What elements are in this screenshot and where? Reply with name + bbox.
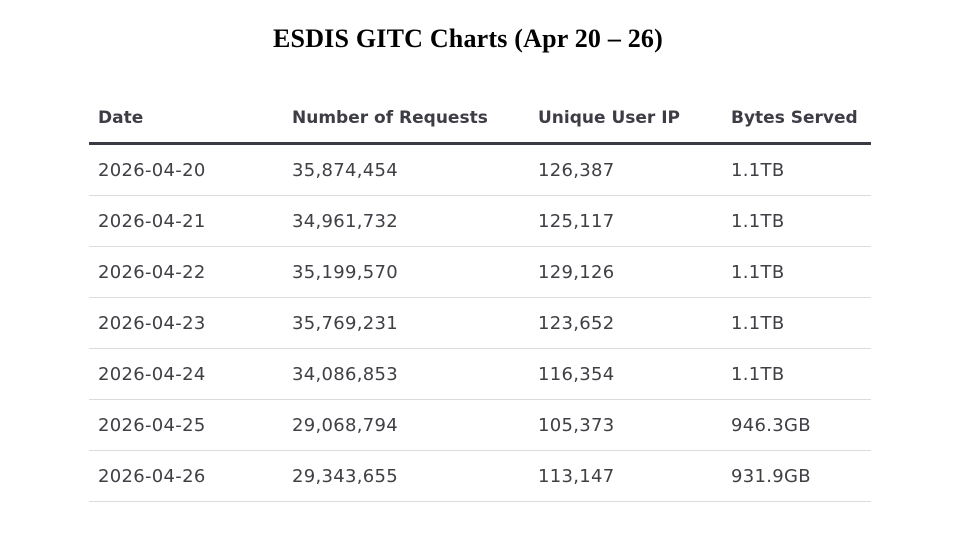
cell-date: 2026-04-20: [89, 143, 283, 196]
column-header-date: Date: [89, 94, 283, 145]
cell-requests: 34,086,853: [283, 348, 529, 400]
table-row: 2026-04-25 29,068,794 105,373 946.3GB: [89, 399, 871, 451]
cell-date: 2026-04-21: [89, 195, 283, 247]
cell-unique-ip: 125,117: [529, 195, 722, 247]
stats-table-container: Date Number of Requests Unique User IP B…: [89, 94, 871, 502]
cell-date: 2026-04-23: [89, 297, 283, 349]
table-row: 2026-04-23 35,769,231 123,652 1.1TB: [89, 297, 871, 349]
column-header-bytes: Bytes Served: [722, 94, 871, 145]
table-row: 2026-04-22 35,199,570 129,126 1.1TB: [89, 246, 871, 298]
cell-bytes: 1.1TB: [722, 348, 871, 400]
cell-bytes: 931.9GB: [722, 450, 871, 502]
cell-unique-ip: 129,126: [529, 246, 722, 298]
cell-unique-ip: 116,354: [529, 348, 722, 400]
cell-unique-ip: 113,147: [529, 450, 722, 502]
cell-bytes: 1.1TB: [722, 297, 871, 349]
cell-date: 2026-04-24: [89, 348, 283, 400]
cell-unique-ip: 105,373: [529, 399, 722, 451]
table-row: 2026-04-24 34,086,853 116,354 1.1TB: [89, 348, 871, 400]
column-header-requests: Number of Requests: [283, 94, 529, 145]
cell-unique-ip: 126,387: [529, 143, 722, 196]
cell-requests: 35,769,231: [283, 297, 529, 349]
table-body: 2026-04-20 35,874,454 126,387 1.1TB 2026…: [89, 143, 871, 502]
table-row: 2026-04-21 34,961,732 125,117 1.1TB: [89, 195, 871, 247]
cell-requests: 29,343,655: [283, 450, 529, 502]
cell-requests: 34,961,732: [283, 195, 529, 247]
page-title: ESDIS GITC Charts (Apr 20 – 26): [273, 24, 663, 53]
table-header: Date Number of Requests Unique User IP B…: [89, 94, 871, 145]
table-row: 2026-04-20 35,874,454 126,387 1.1TB: [89, 143, 871, 196]
cell-requests: 35,199,570: [283, 246, 529, 298]
cell-date: 2026-04-22: [89, 246, 283, 298]
cell-unique-ip: 123,652: [529, 297, 722, 349]
table-row: 2026-04-26 29,343,655 113,147 931.9GB: [89, 450, 871, 502]
stats-table: Date Number of Requests Unique User IP B…: [89, 94, 871, 502]
column-header-unique-ip: Unique User IP: [529, 94, 722, 145]
cell-requests: 35,874,454: [283, 143, 529, 196]
cell-requests: 29,068,794: [283, 399, 529, 451]
table-header-row: Date Number of Requests Unique User IP B…: [89, 94, 871, 145]
cell-bytes: 1.1TB: [722, 195, 871, 247]
cell-bytes: 1.1TB: [722, 143, 871, 196]
cell-date: 2026-04-26: [89, 450, 283, 502]
cell-bytes: 1.1TB: [722, 246, 871, 298]
cell-date: 2026-04-25: [89, 399, 283, 451]
cell-bytes: 946.3GB: [722, 399, 871, 451]
